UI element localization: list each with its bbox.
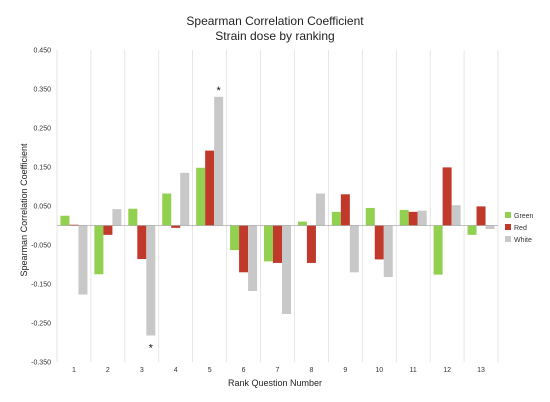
x-tick-label: 3 [140,367,144,374]
x-axis-label: Rank Question Number [228,378,322,388]
y-tick-label: 0.050 [33,204,51,211]
x-tick-label: 1 [72,367,76,374]
bar-red-5 [205,150,215,226]
y-tick-label: 0.450 [33,48,51,55]
bar-green-4 [162,193,172,226]
y-tick-label: 0.250 [33,126,51,133]
significance-marker: * [217,85,222,97]
bar-green-11 [399,209,409,226]
x-tick-label: 2 [106,367,110,374]
x-tick-label: 11 [410,367,417,374]
annotations: ** [149,85,222,355]
y-axis-label: Spearman Correlation Coefficient [19,143,29,276]
y-tick-label: -0.050 [31,243,51,250]
bar-red-4 [171,225,181,228]
bar-green-6 [230,225,240,251]
legend-label-red: Red [514,225,527,232]
bar-red-3 [137,225,147,260]
bar-red-9 [340,194,350,226]
chart-title: Spearman Correlation Coefficient [186,14,364,28]
x-axis-ticks: 1 2 3 4 5 6 7 8 9 10 11 12 13 [72,367,485,374]
bar-red-8 [306,225,316,263]
bars [60,96,495,336]
bar-white-6 [248,225,258,292]
bar-red-10 [374,225,384,260]
bar-white-11 [417,210,427,226]
gridlines [56,50,499,362]
bar-white-7 [282,225,291,315]
bar-white-13 [485,225,495,230]
bar-green-2 [94,225,104,275]
x-tick-label: 4 [174,367,178,374]
bar-red-6 [239,225,249,273]
legend-label-green: Green [514,213,534,220]
y-tick-label: -0.350 [31,360,51,367]
significance-marker: * [149,342,154,354]
y-tick-label: -0.250 [31,321,51,328]
x-tick-label: 13 [477,367,485,374]
bar-red-11 [408,211,418,226]
bar-green-10 [365,207,375,226]
y-tick-label: 0.150 [33,165,51,172]
y-tick-label: 0.350 [33,87,51,94]
bar-white-12 [451,205,461,226]
x-tick-label: 10 [375,367,383,374]
legend-swatch-red [505,224,511,230]
bar-green-12 [433,225,443,275]
bar-green-8 [297,221,307,226]
y-axis-ticks: 0.450 0.350 0.250 0.150 0.050 -0.050 -0.150 -0.… [31,48,51,367]
bar-green-9 [331,211,341,226]
chart-subtitle: Strain dose by ranking [215,29,334,43]
x-tick-label: 6 [242,367,246,374]
legend-swatch-white [505,236,511,242]
bar-white-9 [349,225,359,273]
bar-white-8 [315,193,325,226]
legend: Green Red White [505,212,534,244]
y-tick-label: -0.150 [31,282,51,289]
bar-white-3 [146,225,156,336]
x-tick-label: 12 [443,367,451,374]
bar-white-5 [214,96,224,226]
bar-red-13 [476,206,486,226]
x-tick-label: 7 [276,367,280,374]
bar-white-1 [78,225,88,295]
bar-red-12 [442,167,452,226]
bar-red-1 [69,224,79,226]
x-tick-label: 5 [208,367,212,374]
bar-green-7 [264,225,273,262]
bar-red-7 [273,225,282,263]
bar-green-5 [196,167,206,226]
bar-white-2 [112,209,122,226]
bar-green-1 [60,215,70,226]
bar-white-10 [383,225,393,277]
bar-green-3 [128,208,138,226]
x-tick-label: 9 [343,367,347,374]
bar-white-4 [180,172,190,226]
bar-green-13 [467,225,477,235]
x-tick-label: 8 [309,367,313,374]
legend-swatch-green [505,212,511,218]
legend-label-white: White [514,237,532,244]
bar-red-2 [103,225,113,235]
